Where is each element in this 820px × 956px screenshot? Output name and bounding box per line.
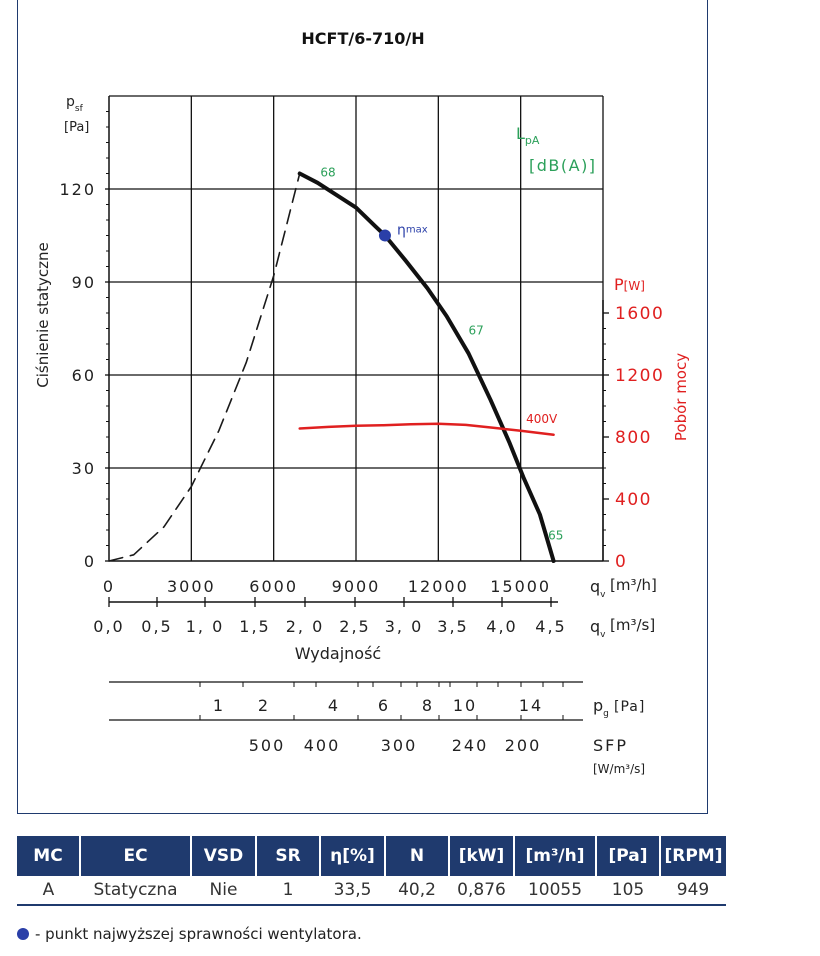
table-header: [m³/h] (514, 836, 597, 876)
sfp-tick-label: 200 (505, 736, 542, 755)
table-cell: Nie (191, 876, 256, 906)
x-tick-label: 3000 (167, 577, 216, 596)
sound-level-unit: [dB(A)] (529, 156, 597, 175)
x-tick-label: 6000 (249, 577, 298, 596)
x2-axis-unit: [m³/s] (610, 616, 655, 634)
table-cell: 40,2 (385, 876, 449, 906)
table-cell: 0,876 (449, 876, 514, 906)
legend-note-text: - punkt najwyższej sprawności wentylator… (35, 925, 362, 943)
table-cell: 1 (256, 876, 320, 906)
series-fan-line (297, 171, 556, 563)
sfp-tick-label: 400 (304, 736, 341, 755)
table-header-row: MC EC VSD SR η[%] N [kW] [m³/h] [Pa] [RP… (17, 836, 726, 876)
y-axis-label: Ciśnienie statyczne (34, 242, 52, 388)
x2-axis-symbol: qv (590, 617, 606, 640)
y-axis-symbol: psf (66, 94, 84, 114)
max-efficiency-point (378, 229, 391, 242)
power-tick-label: 1200 (615, 366, 664, 386)
x2-tick-label: 2,5 (339, 617, 370, 636)
x2-tick-label: 2, 0 (286, 617, 325, 636)
power-tick-label: 1600 (615, 304, 664, 324)
y-tick-label: 30 (72, 459, 96, 478)
table-cell: 949 (660, 876, 726, 906)
x-tick-label: 15000 (490, 577, 551, 596)
x2-tick-label: 1,5 (239, 617, 270, 636)
pg-tick-label: 2 (258, 696, 270, 715)
x-tick-label: 12000 (408, 577, 469, 596)
y-tick-label: 90 (72, 273, 96, 292)
table-cell: Statyczna (80, 876, 191, 906)
pg-tick-label: 8 (422, 696, 434, 715)
x-tick-label: 9000 (332, 577, 381, 596)
chart-frame: HCFT/6-710/H 0 30 60 90 120 psf [Pa] Ciśnienie s… (17, 0, 708, 814)
pg-tick-label: 10 (453, 696, 477, 715)
efficiency-dot-icon (17, 928, 29, 940)
pg-tick-label: 1 (213, 696, 225, 715)
x2-tick-label: 0,5 (141, 617, 172, 636)
spec-table: MC EC VSD SR η[%] N [kW] [m³/h] [Pa] [RP… (17, 836, 726, 906)
table-header: MC (17, 836, 81, 876)
power-axis-symbol: P[W] (614, 275, 645, 294)
x-axis-label: Wydajność (295, 644, 381, 663)
table-header: VSD (191, 836, 257, 876)
pg-tick-label: 6 (378, 696, 390, 715)
pg-tick-label: 14 (519, 696, 543, 715)
curve-annotation: 67 (469, 324, 484, 338)
pg-scale-label: pg (593, 696, 609, 719)
table-header: η[%] (320, 836, 386, 876)
legend-note: - punkt najwyższej sprawności wentylator… (17, 925, 362, 943)
table-header: [RPM] (660, 836, 726, 876)
table-cell: 33,5 (320, 876, 385, 906)
sound-level-symbol: LpA (516, 124, 540, 147)
table-header: N (385, 836, 450, 876)
x2-tick-label: 4,5 (535, 617, 566, 636)
table-header: EC (80, 836, 192, 876)
table-header: SR (256, 836, 321, 876)
sfp-scale-unit: [W/m³/s] (593, 762, 645, 776)
table-header: [kW] (449, 836, 515, 876)
y-tick-label: 120 (59, 180, 96, 199)
series-power-line (298, 422, 555, 436)
table-row: A Statyczna Nie 1 33,5 40,2 0,876 10055 … (17, 876, 726, 906)
power-tick-label: 0 (615, 552, 627, 572)
table-cell: A (17, 876, 80, 906)
sfp-tick-label: 240 (452, 736, 489, 755)
sfp-tick-label: 500 (249, 736, 286, 755)
chart-title: HCFT/6-710/H (301, 29, 424, 48)
pg-tick-label: 4 (328, 696, 340, 715)
table-header: [Pa] (596, 836, 661, 876)
x2-tick-label: 3,5 (437, 617, 468, 636)
y-tick-label: 0 (84, 552, 96, 571)
table-cell: 105 (596, 876, 660, 906)
curve-annotation: 68 (320, 166, 335, 180)
y-axis-unit: [Pa] (64, 120, 89, 135)
pg-scale-unit: [Pa] (614, 699, 645, 715)
power-tick-label: 800 (615, 428, 652, 448)
x-axis-symbol: qv (590, 577, 606, 600)
power-tick-label: 400 (615, 490, 652, 510)
series-unstable-line (108, 172, 301, 562)
table-cell: 10055 (514, 876, 596, 906)
x2-tick-label: 3, 0 (385, 617, 424, 636)
x2-tick-label: 1, 0 (186, 617, 225, 636)
y-tick-label: 60 (72, 366, 96, 385)
x-axis-unit: [m³/h] (610, 576, 657, 594)
curve-annotation: 65 (548, 528, 563, 542)
x-tick-label: 0 (103, 577, 115, 596)
curve-annotation: 400V (526, 412, 558, 426)
x2-tick-label: 4,0 (486, 617, 517, 636)
sfp-tick-label: 300 (381, 736, 418, 755)
max-efficiency-label: ηmax (397, 223, 428, 239)
x2-tick-label: 0,0 (93, 617, 124, 636)
power-axis-label: Pobór mocy (672, 353, 690, 441)
sfp-scale-label: SFP (593, 736, 628, 755)
